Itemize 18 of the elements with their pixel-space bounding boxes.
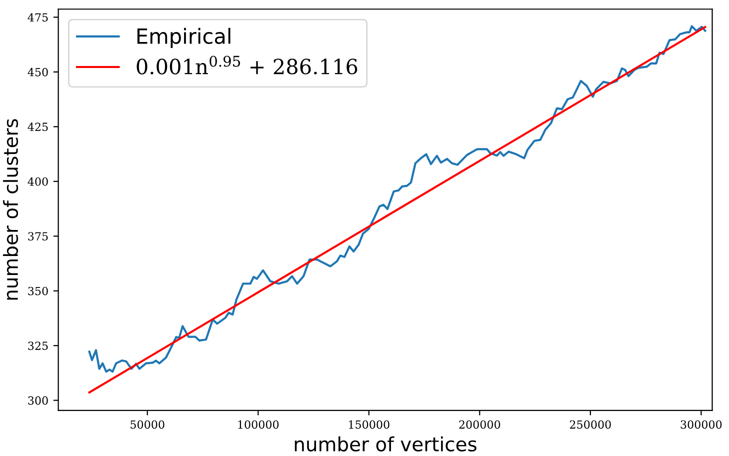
y-tick-label: 350 [28, 286, 48, 296]
x-tick-label: 250000 [570, 420, 611, 429]
y-tick-label: 300 [28, 396, 48, 405]
y-tick-label: 450 [28, 68, 48, 76]
x-axis-title: number of vertices [294, 436, 476, 452]
y-axis-title: number of clusters [3, 119, 18, 300]
legend-label: Empirical [137, 28, 230, 48]
x-tick-label: 300000 [680, 420, 722, 429]
x-tick-label: 150000 [349, 420, 390, 429]
y-tick-label: 425 [28, 122, 48, 132]
y-tick-label: 325 [28, 342, 48, 350]
y-tick-label: 400 [28, 177, 48, 186]
y-tick-label: 475 [28, 13, 48, 22]
x-tick-label: 100000 [238, 420, 279, 429]
x-tick-label: 200000 [459, 420, 500, 429]
x-tick-label: 50000 [130, 420, 164, 429]
legend-label: 0.001n$^{0.95}$ + 286.116 [136, 56, 358, 74]
y-tick-label: 375 [28, 232, 48, 241]
